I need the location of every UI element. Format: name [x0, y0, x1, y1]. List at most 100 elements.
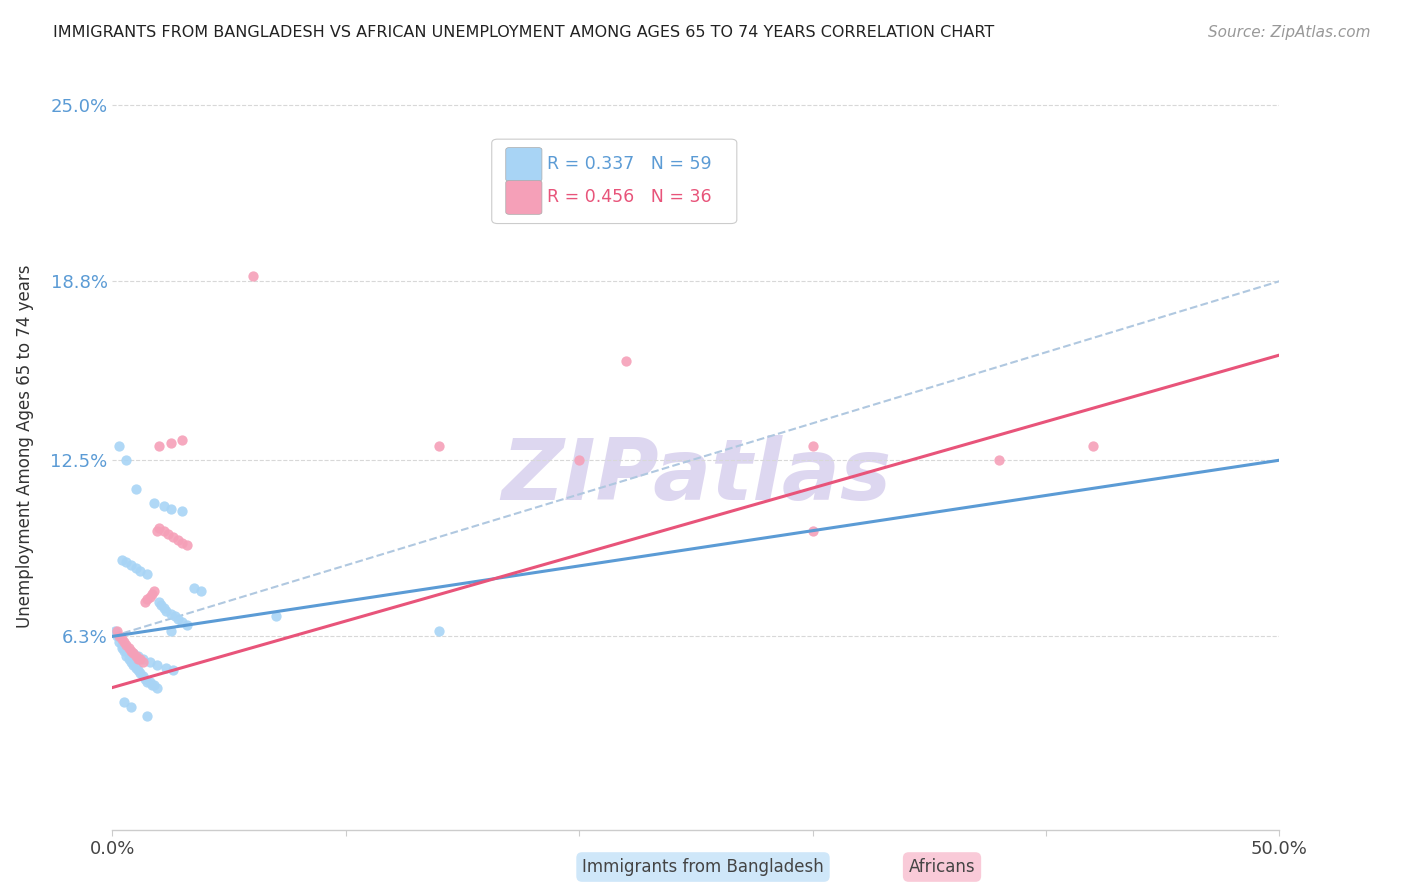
Point: [120, 643, 142, 657]
Point: [129, 564, 152, 578]
Text: Immigrants from Bangladesh: Immigrants from Bangladesh: [582, 858, 824, 876]
Point: [118, 640, 141, 655]
Point: [427, 439, 450, 453]
Point: [105, 629, 128, 643]
Point: [122, 647, 145, 661]
Point: [155, 660, 177, 674]
Point: [153, 499, 176, 513]
Point: [105, 624, 128, 638]
Point: [242, 268, 264, 283]
Point: [162, 664, 184, 678]
Point: [112, 695, 135, 709]
Point: [136, 709, 159, 723]
Point: [162, 530, 184, 544]
Point: [160, 624, 183, 638]
Point: [141, 678, 163, 692]
Point: [801, 439, 824, 453]
Point: [136, 566, 159, 581]
Point: [129, 652, 152, 666]
Point: [176, 618, 198, 632]
Point: [127, 649, 149, 664]
Point: [115, 453, 138, 467]
Point: [148, 439, 170, 453]
Point: [141, 587, 163, 601]
Point: [176, 538, 198, 552]
Point: [108, 439, 131, 453]
Text: ZIPatlas: ZIPatlas: [501, 435, 891, 518]
Point: [111, 638, 134, 652]
Point: [120, 655, 142, 669]
Point: [146, 657, 169, 672]
Point: [139, 674, 162, 689]
Point: [120, 558, 142, 573]
Point: [160, 436, 183, 450]
Point: [190, 583, 212, 598]
FancyBboxPatch shape: [492, 139, 737, 224]
Point: [125, 649, 148, 664]
Point: [172, 434, 194, 448]
Point: [166, 533, 188, 547]
Point: [134, 672, 156, 686]
Point: [132, 669, 155, 683]
Point: [146, 681, 169, 695]
Point: [132, 655, 155, 669]
Point: [118, 643, 141, 657]
Point: [172, 615, 194, 629]
Point: [136, 674, 159, 689]
Point: [183, 581, 205, 595]
Point: [108, 629, 131, 643]
FancyBboxPatch shape: [506, 180, 541, 214]
FancyBboxPatch shape: [506, 147, 541, 181]
Point: [115, 556, 138, 570]
Point: [139, 655, 162, 669]
Point: [112, 640, 135, 655]
Point: [988, 453, 1011, 467]
Point: [122, 647, 145, 661]
Point: [1081, 439, 1104, 453]
Point: [150, 598, 173, 612]
Point: [143, 583, 166, 598]
Point: [143, 678, 166, 692]
Point: [264, 609, 287, 624]
Point: [160, 607, 183, 621]
Point: [165, 609, 187, 624]
Point: [166, 612, 188, 626]
Point: [153, 601, 176, 615]
Point: [801, 524, 824, 539]
Point: [148, 521, 170, 535]
Point: [134, 595, 156, 609]
Y-axis label: Unemployment Among Ages 65 to 74 years: Unemployment Among Ages 65 to 74 years: [15, 264, 34, 628]
Point: [122, 657, 145, 672]
Text: Source: ZipAtlas.com: Source: ZipAtlas.com: [1208, 25, 1371, 40]
Point: [104, 624, 127, 638]
Point: [111, 632, 134, 647]
Point: [148, 595, 170, 609]
Point: [143, 496, 166, 510]
Point: [146, 524, 169, 539]
Text: Africans: Africans: [908, 858, 976, 876]
Point: [115, 649, 138, 664]
Point: [115, 638, 138, 652]
Point: [120, 700, 142, 714]
Point: [136, 592, 159, 607]
Point: [614, 353, 637, 368]
Point: [155, 604, 177, 618]
Text: R = 0.337   N = 59: R = 0.337 N = 59: [547, 155, 711, 173]
Point: [127, 664, 149, 678]
Point: [127, 652, 149, 666]
Point: [125, 482, 148, 496]
Text: R = 0.456   N = 36: R = 0.456 N = 36: [547, 188, 711, 206]
Point: [112, 643, 135, 657]
Point: [108, 635, 131, 649]
Point: [111, 552, 134, 566]
Point: [125, 660, 148, 674]
Point: [112, 635, 135, 649]
Point: [568, 453, 591, 467]
Point: [139, 590, 162, 604]
Text: IMMIGRANTS FROM BANGLADESH VS AFRICAN UNEMPLOYMENT AMONG AGES 65 TO 74 YEARS COR: IMMIGRANTS FROM BANGLADESH VS AFRICAN UN…: [53, 25, 994, 40]
Point: [132, 652, 155, 666]
Point: [153, 524, 176, 539]
Point: [125, 561, 148, 575]
Point: [129, 666, 152, 681]
Point: [118, 652, 141, 666]
